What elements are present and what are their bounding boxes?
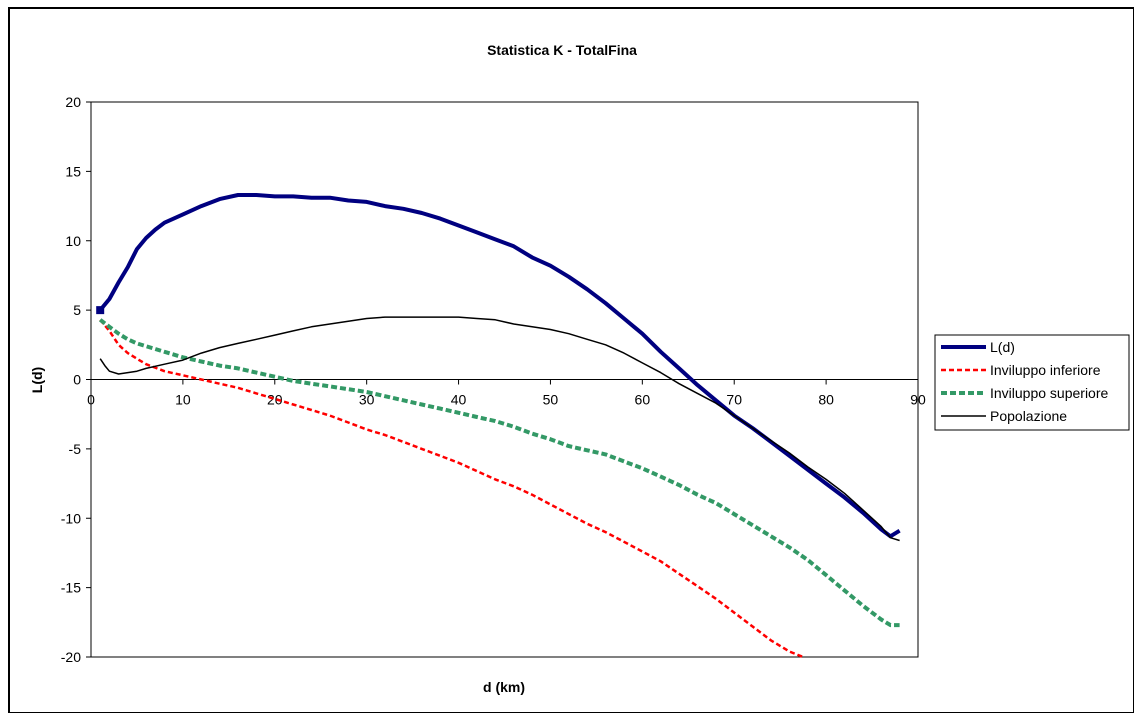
x-tick-label: 90 xyxy=(910,392,926,408)
x-tick-label: 10 xyxy=(175,392,191,408)
y-axis-ticks: 20 15 10 5 0 -5 -10 -15 -20 xyxy=(61,94,91,665)
legend-label-2: Inviluppo inferiore xyxy=(990,362,1101,378)
legend-box xyxy=(934,334,1130,431)
y-tick-label: 10 xyxy=(65,233,81,249)
x-axis-label: d (km) xyxy=(483,679,525,695)
series-line-3 xyxy=(98,318,900,628)
x-tick-label: 80 xyxy=(818,392,834,408)
legend-label-4: Popolazione xyxy=(990,408,1067,424)
x-tick-label: 70 xyxy=(726,392,742,408)
y-tick-label: 0 xyxy=(73,372,81,388)
y-tick-label: 20 xyxy=(65,94,81,110)
x-tick-label: 50 xyxy=(543,392,559,408)
x-axis-ticks: 0 10 20 30 40 50 60 70 80 90 xyxy=(87,379,926,408)
x-tick-label: 40 xyxy=(451,392,467,408)
series-line-4 xyxy=(99,316,900,542)
legend-label-1: L(d) xyxy=(990,339,1015,355)
chart-title: Statistica K - TotalFina xyxy=(487,42,637,58)
x-tick-label: 20 xyxy=(267,392,283,408)
series-layer xyxy=(96,193,901,659)
y-tick-label: -20 xyxy=(61,649,81,665)
series-line-1 xyxy=(98,193,901,539)
y-tick-label: -5 xyxy=(69,441,82,457)
y-tick-label: 15 xyxy=(65,163,81,179)
series-start-marker xyxy=(96,306,105,315)
x-tick-label: 60 xyxy=(635,392,651,408)
y-tick-label: 5 xyxy=(73,302,81,318)
x-tick-label: 0 xyxy=(87,392,95,408)
x-tick-label: 30 xyxy=(359,392,375,408)
legend-label-3: Inviluppo superiore xyxy=(990,385,1109,401)
y-axis-label: L(d) xyxy=(29,367,45,393)
series-line-2 xyxy=(99,319,804,659)
y-tick-label: -15 xyxy=(61,580,81,596)
y-tick-label: -10 xyxy=(61,510,81,526)
legend: L(d) Inviluppo inferiore Inviluppo superio… xyxy=(934,334,1130,431)
